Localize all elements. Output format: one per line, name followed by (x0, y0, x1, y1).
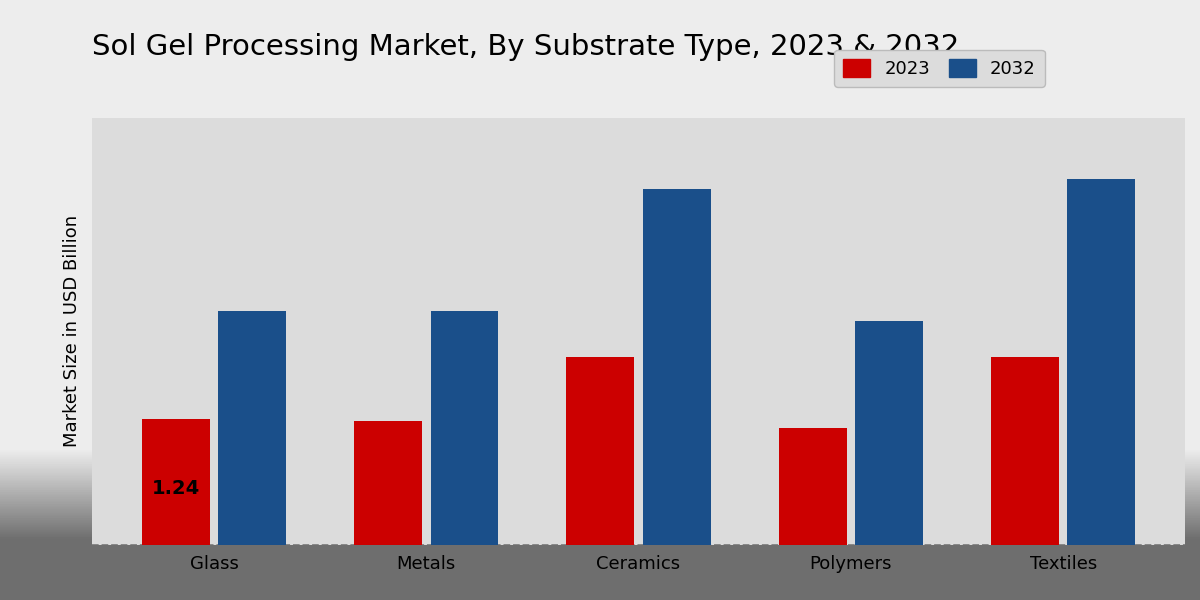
Bar (142, 419, 210, 545)
Bar (218, 311, 286, 545)
Y-axis label: Market Size in USD Billion: Market Size in USD Billion (62, 215, 82, 448)
Bar (643, 189, 710, 545)
Bar (991, 357, 1058, 545)
Bar (856, 321, 923, 545)
Bar (354, 421, 422, 545)
Bar (1067, 179, 1135, 545)
Bar (779, 428, 847, 545)
Text: Sol Gel Processing Market, By Substrate Type, 2023 & 2032: Sol Gel Processing Market, By Substrate … (92, 33, 959, 61)
Bar (431, 311, 498, 545)
Bar (566, 357, 635, 545)
Legend: 2023, 2032: 2023, 2032 (834, 50, 1045, 87)
Text: 1.24: 1.24 (151, 479, 200, 498)
